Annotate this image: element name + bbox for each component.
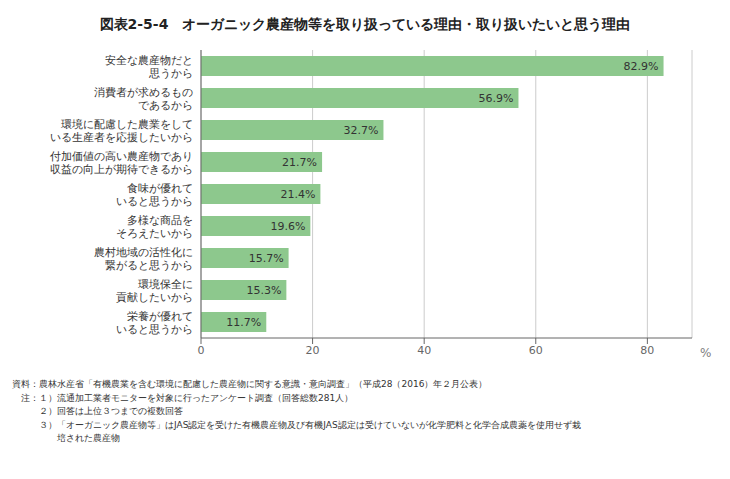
svg-text:40: 40 — [417, 344, 431, 357]
svg-text:%: % — [700, 346, 711, 360]
svg-text:11.7%: 11.7% — [226, 316, 261, 329]
html-text:注：１）流通加工業者モニターを対象に行ったアンケート調査（回: 注：１）流通加工業者モニターを対象に行ったアンケート調査（回答総数281人） — [12, 392, 354, 403]
svg-text:環境に配慮した農業をしている生産者を応援したいから: 環境に配慮した農業をしている生産者を応援したいから — [50, 118, 193, 144]
svg-text:19.6%: 19.6% — [270, 220, 305, 233]
svg-text:32.7%: 32.7% — [343, 124, 378, 137]
svg-text:付加価値の高い農産物であり収益の向上が期待できるから: 付加価値の高い農産物であり収益の向上が期待できるから — [50, 150, 193, 176]
html-text:図表2-5-4 オーガニック農産物等を取り扱っている理由・取: 図表2-5-4 オーガニック農産物等を取り扱っている理由・取り扱いたいと思う理由 — [99, 16, 631, 32]
svg-text:農村地域の活性化に繋がると思うから: 農村地域の活性化に繋がると思うから — [94, 246, 193, 272]
svg-text:15.3%: 15.3% — [246, 284, 281, 297]
svg-text:20: 20 — [306, 344, 320, 357]
svg-text:21.4%: 21.4% — [280, 188, 315, 201]
html-text:資料：農林水産省「有機農業を含む環境に配慮した農産物に関する: 資料：農林水産省「有機農業を含む環境に配慮した農産物に関する意識・意向調査」（平… — [12, 379, 488, 389]
svg-text:0: 0 — [198, 344, 205, 357]
svg-text:食味が優れていると思うから: 食味が優れていると思うから — [116, 182, 193, 208]
svg-text:多様な商品をそろえたいから: 多様な商品をそろえたいから — [116, 214, 193, 240]
html-text:３）「オーガニック農産物等」はJAS認定を受けた有機農産物及: ３）「オーガニック農産物等」はJAS認定を受けた有機農産物及び有機JAS認定は受… — [12, 419, 581, 430]
svg-text:60: 60 — [529, 344, 543, 357]
svg-text:80: 80 — [640, 344, 654, 357]
svg-text:環境保全に貢献したいから: 環境保全に貢献したいから — [116, 278, 193, 304]
html-text:２）回答は上位３つまでの複数回答: ２）回答は上位３つまでの複数回答 — [12, 406, 183, 416]
svg-text:安全な農産物だと思うから: 安全な農産物だと思うから — [105, 54, 193, 80]
svg-text:15.7%: 15.7% — [249, 252, 284, 265]
svg-text:消費者が求めるものであるから: 消費者が求めるものであるから — [94, 86, 193, 112]
svg-text:栄養が優れていると思うから: 栄養が優れていると思うから — [116, 310, 193, 336]
html-text:培された農産物: 培された農産物 — [12, 433, 120, 443]
svg-text:56.9%: 56.9% — [479, 92, 514, 105]
svg-text:21.7%: 21.7% — [282, 156, 317, 169]
svg-text:82.9%: 82.9% — [624, 60, 659, 73]
